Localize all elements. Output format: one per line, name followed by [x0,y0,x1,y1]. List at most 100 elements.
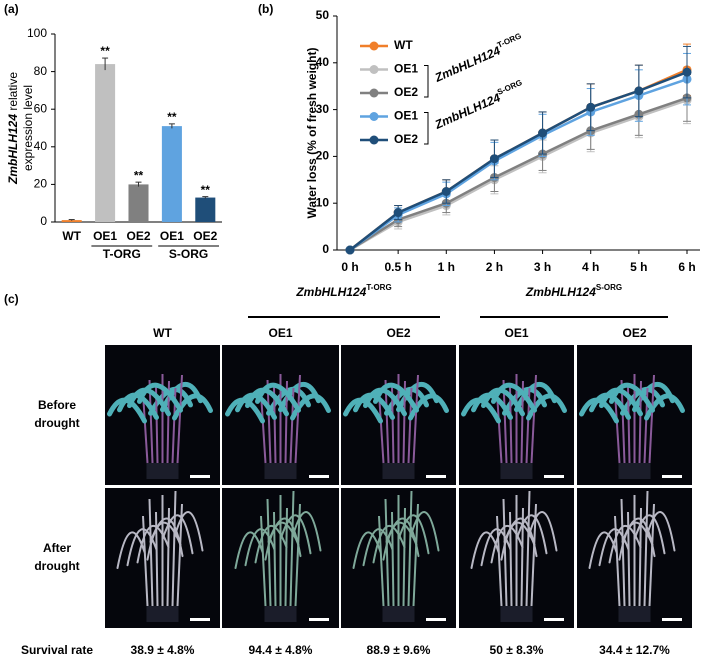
plant-leaf [161,514,194,555]
y-axis-label: Water loss (% of fresh weight) [305,48,319,219]
plant-stem [176,503,183,607]
x-tick-label: 0 h [341,260,358,274]
row-label: Before [38,398,76,412]
group-header: ZmbHLH124S-ORG [525,283,622,299]
x-tick-label: 2 h [486,260,503,274]
column-header: OE2 [386,326,410,340]
scale-bar [309,475,329,478]
legend-label: WT [394,38,413,52]
x-tick-label: 5 h [630,260,647,274]
plant-stem [171,490,177,607]
legend-marker [369,112,379,121]
y-tick-label: 80 [34,64,48,78]
significance-label: ** [201,183,211,197]
text-part: ZmbHLH124 [525,285,596,299]
data-point [586,102,596,112]
survival-value: 94.4 ± 4.8% [249,643,313,657]
legend-bracket [424,112,429,145]
plant-stem [294,374,301,464]
data-point [489,154,499,164]
pot [264,463,297,479]
scale-bar [309,618,329,621]
survival-value: 50 ± 8.3% [490,643,544,657]
y-axis-label: expression level [21,85,35,171]
plant-stem [614,515,621,607]
data-point [538,128,548,138]
x-tick-label: OE2 [126,229,150,243]
survival-value: 34.4 ± 12.7% [599,643,670,657]
plant-leaf [609,382,655,413]
y-tick-label: 20 [34,177,48,191]
y-tick-label: 10 [316,195,330,209]
plant-leaf [500,521,536,561]
plant-leaf [490,525,524,564]
pot [618,606,651,622]
x-tick-label: 3 h [534,260,551,274]
legend-marker [369,88,379,98]
plant-leaf [362,528,394,567]
legend-marker [369,41,379,51]
plant-leaf [264,521,300,561]
data-point [345,245,355,255]
bar [61,220,82,222]
plant-stem [496,392,503,464]
text-part: ZmbHLH124 [432,43,503,85]
plant-stem [648,503,655,607]
plant-stem [142,392,149,464]
plant-stem [378,392,385,464]
text-part: relative [6,72,20,111]
survival-label: Survival rate [21,643,93,657]
x-tick-label: OE2 [193,229,217,243]
legend-marker [369,135,379,145]
text-part: ZmbHLH124 [6,114,20,185]
text-part: T-ORG [496,31,523,50]
pot [264,606,297,622]
group-header: ZmbHLH124T-ORG [295,283,391,299]
x-tick-label: 4 h [582,260,599,274]
y-tick-label: 20 [316,149,330,163]
pot [146,606,179,622]
column-header: OE2 [622,326,646,340]
row-label: drought [34,559,79,573]
plant-leaf [136,525,170,564]
y-tick-label: 100 [27,26,47,40]
x-tick-label: 1 h [438,260,455,274]
data-point [634,86,644,96]
group-label: S-ORG [169,247,208,261]
plant-leaf [598,528,630,567]
plant-stem [260,392,267,464]
panel-label: (b) [258,2,273,16]
plant-stem [620,498,626,607]
plant-stem [412,503,419,607]
y-tick-label: 30 [316,102,330,116]
plant-leaf [397,514,430,555]
plant-stem [294,503,301,607]
plant-stem [407,490,413,607]
row-label: drought [34,416,79,430]
plant-leaf [527,511,558,552]
pot [500,606,533,622]
plant-stem [412,374,419,464]
plant-stem [530,503,537,607]
plant-leaf [382,521,418,561]
scale-bar [426,475,446,478]
pot [146,463,179,479]
x-tick-label: OE1 [93,229,117,243]
plant-stem [502,498,508,607]
series-line [349,99,688,252]
plant-leaf [618,521,654,561]
text-part: S-ORG [496,78,524,97]
legend-label: OE2 [394,132,418,146]
scale-bar [190,618,210,621]
plant-stem [643,490,649,607]
data-point [682,67,692,77]
plant-leaf [491,382,537,413]
text-part: ZmbHLH124 [295,285,366,299]
plant-stem [148,498,154,607]
text-part: ZmbHLH124 [432,90,503,132]
significance-label: ** [134,168,144,182]
plant-stem [530,374,537,464]
survival-value: 38.9 ± 4.8% [131,643,195,657]
survival-value: 88.9 ± 9.6% [367,643,431,657]
